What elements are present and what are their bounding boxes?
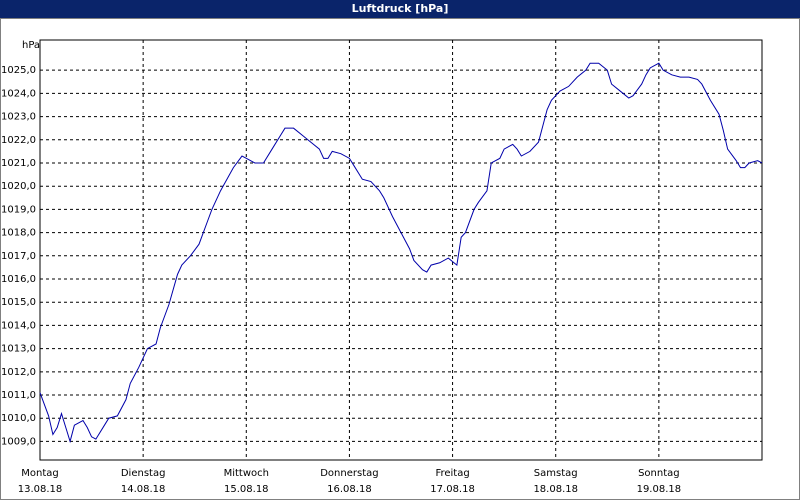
y-tick-label: 1009,0	[1, 436, 36, 447]
plot-area	[39, 39, 763, 461]
x-tick-date: 15.08.18	[224, 484, 269, 495]
y-tick-label: 1021,0	[1, 158, 36, 169]
y-tick-label: 1014,0	[1, 320, 36, 331]
x-tick-date: 18.08.18	[533, 484, 578, 495]
x-tick-date: 16.08.18	[327, 484, 372, 495]
y-tick-label: 1024,0	[1, 88, 36, 99]
y-tick-label: 1015,0	[1, 297, 36, 308]
data-line	[39, 62, 763, 444]
y-tick-label: 1010,0	[1, 413, 36, 424]
x-tick-label: Freitag	[435, 468, 469, 479]
y-tick-label: 1018,0	[1, 228, 36, 239]
y-tick-label: 1025,0	[1, 65, 36, 76]
x-tick-label: Samstag	[534, 468, 578, 479]
y-tick-label: 1011,0	[1, 390, 36, 401]
y-tick-label: 1019,0	[1, 204, 36, 215]
y-tick-label: 1012,0	[1, 367, 36, 378]
y-tick-label: 1013,0	[1, 344, 36, 355]
x-tick-label: Mittwoch	[224, 468, 269, 479]
y-tick-label: 1020,0	[1, 181, 36, 192]
chart-title: Luftdruck [hPa]	[352, 2, 449, 15]
x-tick-label: Montag	[21, 468, 58, 479]
y-tick-label: 1023,0	[1, 112, 36, 123]
x-tick-date: 19.08.18	[637, 484, 682, 495]
y-tick-label: 1016,0	[1, 274, 36, 285]
y-axis-label: hPa	[22, 40, 40, 51]
x-tick-date: 13.08.18	[18, 484, 63, 495]
title-bar	[0, 0, 800, 18]
x-tick-label: Dienstag	[121, 468, 166, 479]
x-tick-label: Donnerstag	[320, 468, 378, 479]
x-tick-date: 17.08.18	[430, 484, 475, 495]
y-tick-label: 1022,0	[1, 135, 36, 146]
x-tick-label: Sonntag	[638, 468, 680, 479]
x-tick-date: 14.08.18	[121, 484, 166, 495]
y-tick-label: 1017,0	[1, 251, 36, 262]
